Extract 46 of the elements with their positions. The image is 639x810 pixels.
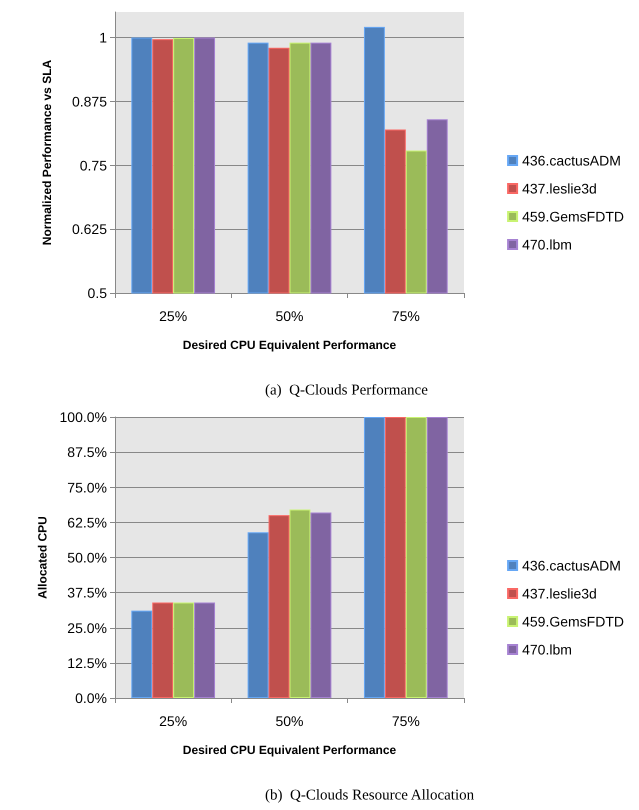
legend-label: 459.GemsFDTD (522, 614, 624, 630)
y-tick-label: 0.75 (80, 157, 108, 174)
legend-label: 470.lbm (522, 642, 572, 658)
bar (384, 417, 406, 698)
y-tick-label: 50.0% (67, 550, 107, 566)
y-tick-label: 62.5% (67, 514, 107, 530)
bar (426, 417, 448, 698)
text: (a) Q-Clouds Performance (265, 382, 428, 398)
legend-label: 470.lbm (522, 236, 572, 252)
legend-label: 437.leslie3d (522, 180, 597, 196)
bar (364, 417, 385, 698)
legend-label: 459.GemsFDTD (522, 208, 624, 224)
y-axis-title: Allocated CPU (36, 516, 50, 599)
y-tick-label: 12.5% (67, 654, 107, 671)
y-tick-label: 0.5 (88, 285, 108, 301)
y-tick-label: 0.0% (75, 690, 107, 706)
x-tick-label: 75% (392, 308, 420, 324)
y-tick-label: 1 (99, 30, 108, 46)
y-tick-label: 87.5% (67, 444, 107, 460)
x-tick-label: 25% (159, 713, 188, 729)
y-tick-label: 0.875 (72, 93, 108, 110)
x-tick-label: 75% (392, 713, 420, 729)
x-axis-title: Desired CPU Equivalent Performance (182, 743, 397, 757)
y-tick-label: 100.0% (60, 409, 107, 425)
y-tick-label: 75.0% (67, 479, 107, 496)
bar (310, 512, 332, 698)
legend-label: 436.cactusADM (522, 558, 621, 574)
x-axis-title: Desired CPU Equivalent Performance (182, 338, 397, 352)
legend-label: 436.cactusADM (522, 152, 621, 168)
bar (290, 509, 310, 698)
bar (406, 417, 427, 698)
y-axis-title: Normalized Performance vs SLA (40, 59, 54, 246)
y-tick-label: 0.625 (72, 221, 108, 238)
y-tick-label: 25.0% (67, 620, 107, 636)
bar (173, 602, 194, 698)
x-tick-label: 25% (159, 308, 188, 324)
bar (152, 602, 174, 698)
bar (268, 515, 290, 698)
x-tick-label: 50% (275, 713, 304, 729)
legend-label: 437.leslie3d (522, 586, 597, 602)
bar (131, 610, 152, 698)
bar (248, 532, 269, 698)
x-tick-label: 50% (275, 308, 304, 324)
y-tick-label: 37.5% (67, 584, 107, 601)
bar (194, 602, 216, 698)
text: (b) Q-Clouds Resource Allocation (265, 788, 475, 804)
